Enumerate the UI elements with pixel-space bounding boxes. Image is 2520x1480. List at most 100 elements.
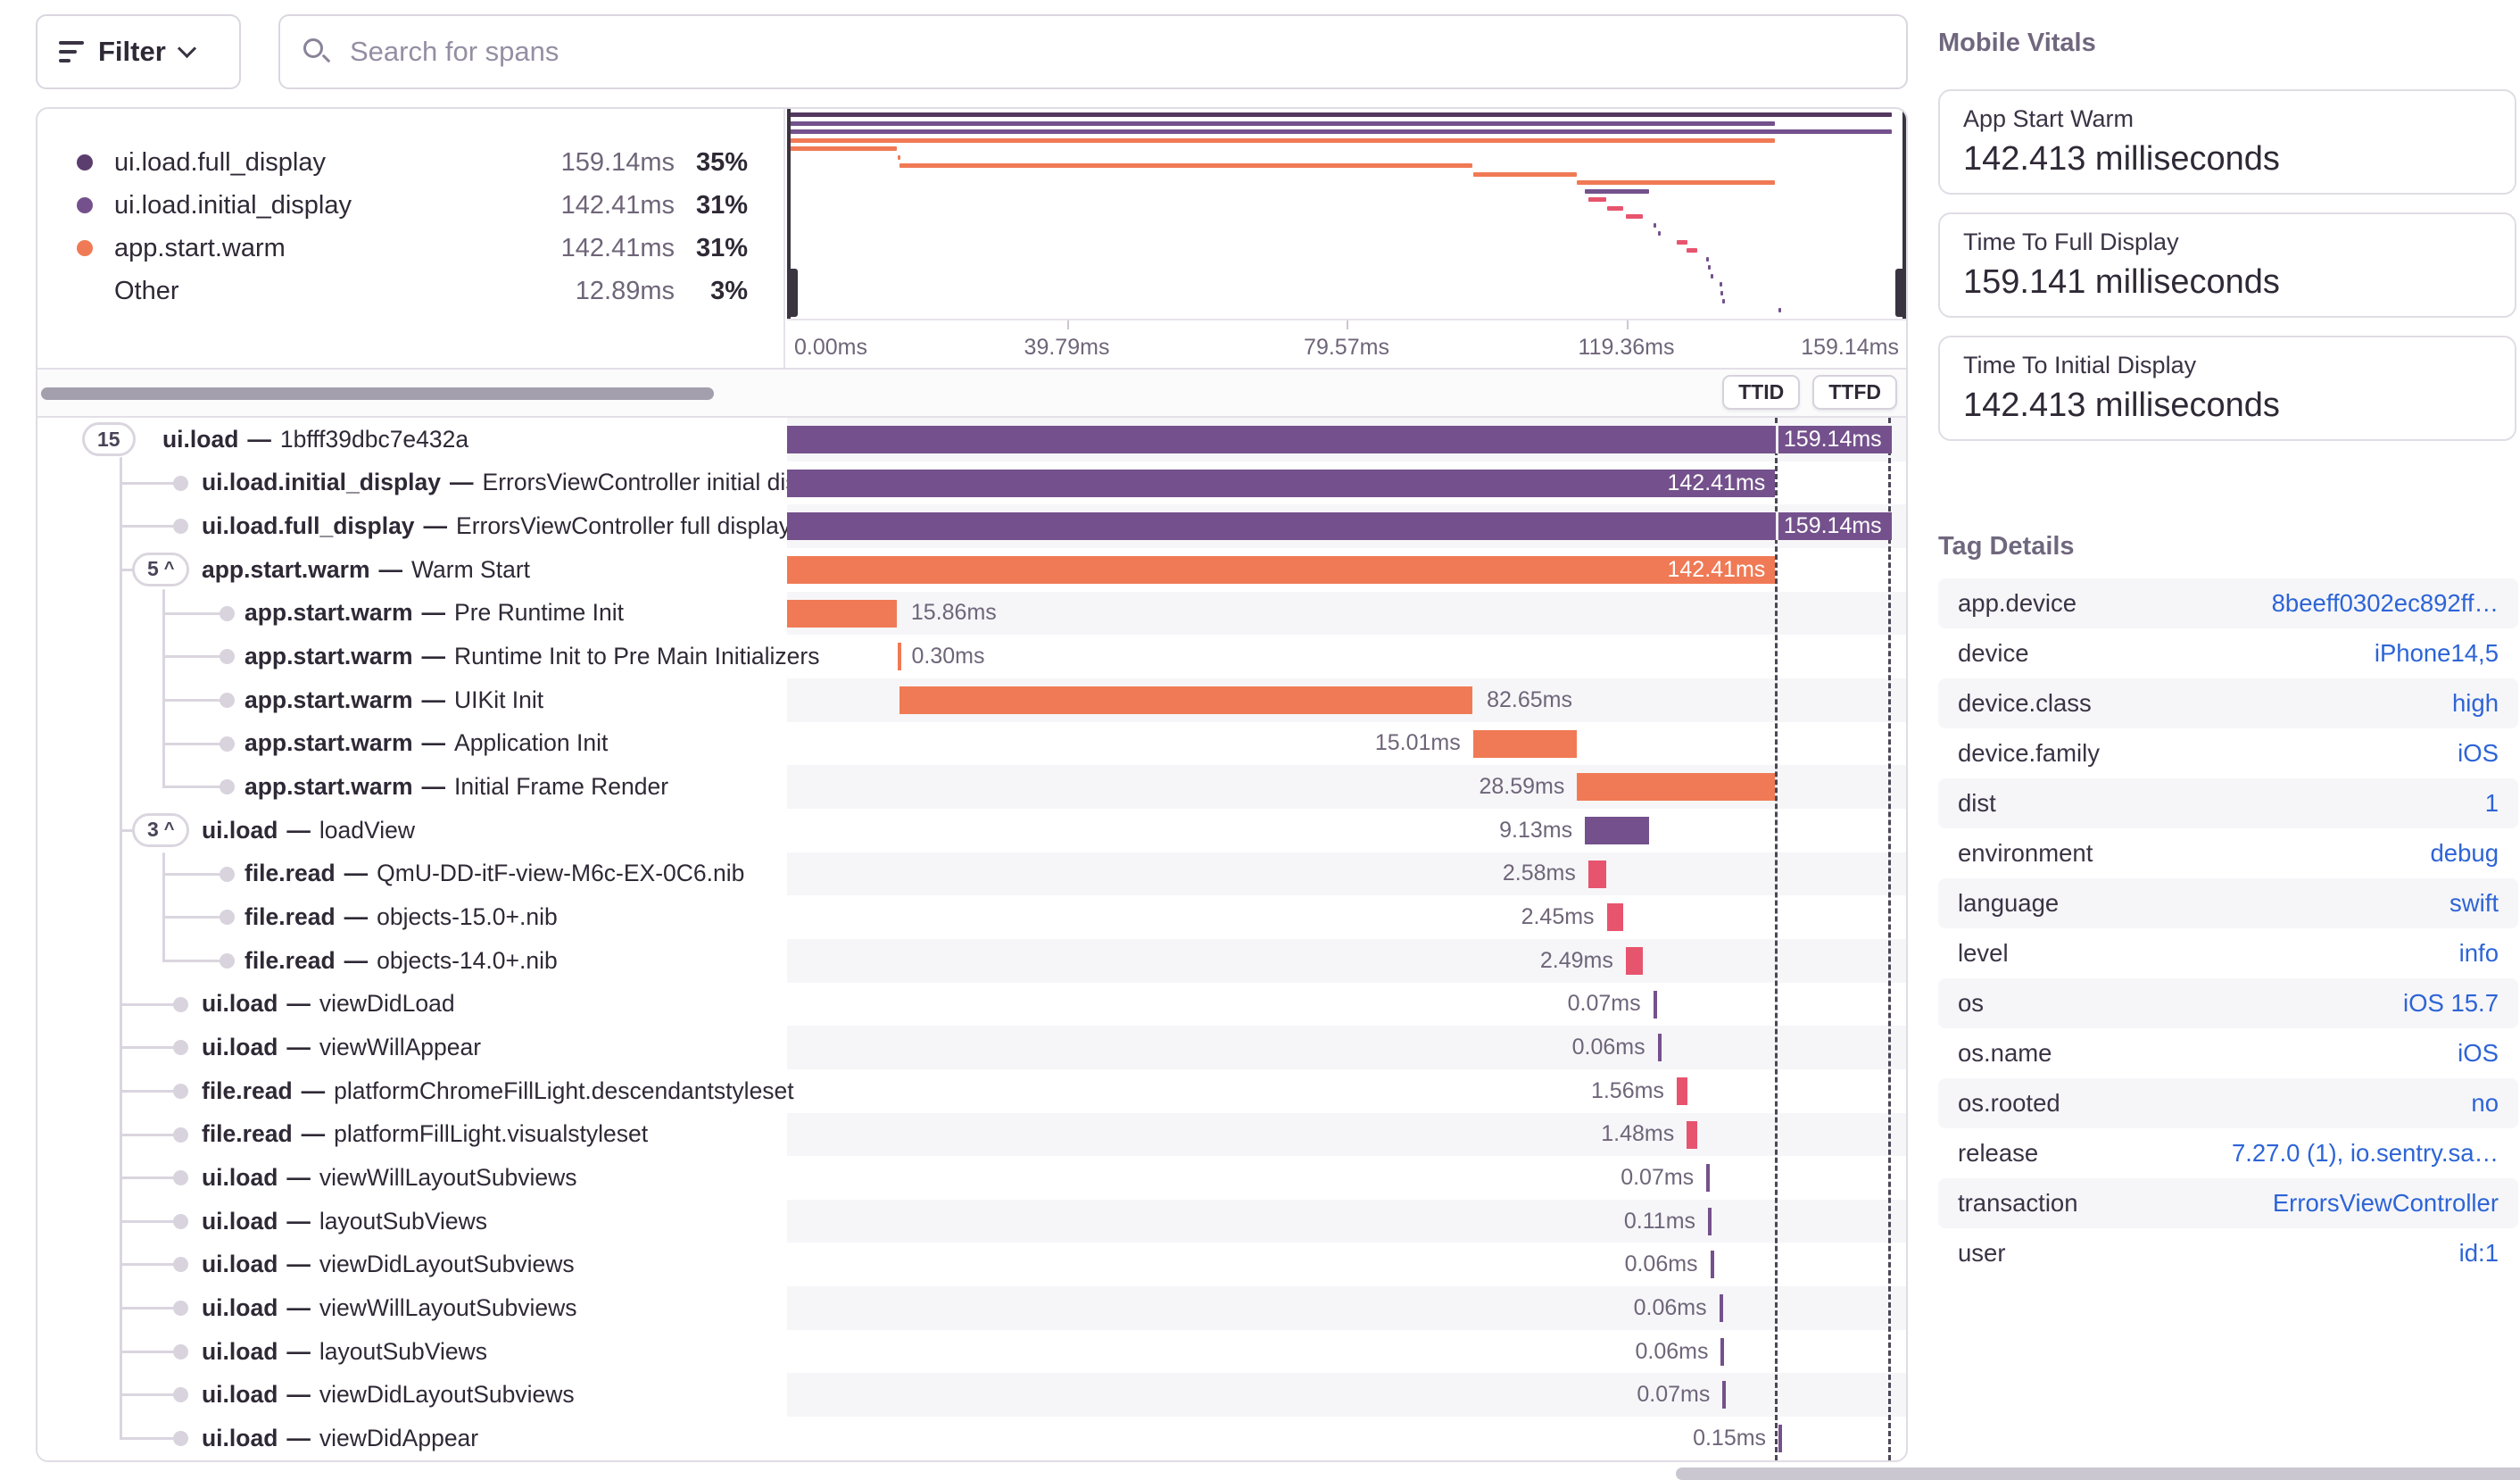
span-tree-row[interactable]: file.read — QmU-DD-itF-view-M6c-EX-0C6.nib [37,852,785,896]
span-children-badge[interactable]: 15 [82,422,136,456]
waterfall-row[interactable]: 28.59ms [787,765,1906,809]
span-tree-row[interactable]: 3 ^ ui.load — loadView [37,809,785,852]
waterfall-row[interactable]: 0.15ms [787,1417,1906,1460]
span-duration-bar[interactable] [1687,1120,1697,1149]
span-tree-row[interactable]: ui.load — viewDidLayoutSubviews [37,1373,785,1417]
tag-value-link[interactable]: no [2471,1089,2499,1117]
tag-value-link[interactable]: iPhone14,5 [2374,639,2499,667]
legend-item[interactable]: app.start.warm 142.41ms 31% [37,227,783,270]
span-duration-bar[interactable] [1472,729,1578,758]
span-tree-row[interactable]: ui.load — viewDidLoad [37,983,785,1027]
span-duration-bar[interactable] [1722,1381,1727,1409]
span-duration-bar[interactable] [1720,1337,1725,1366]
waterfall-row[interactable]: 159.14ms [787,418,1906,461]
minimap-left-handle[interactable] [787,109,791,319]
span-duration-bar[interactable]: 159.14ms [787,426,1892,453]
span-tree-row[interactable]: app.start.warm — Initial Frame Render [37,765,785,809]
waterfall-row[interactable]: 15.01ms [787,722,1906,766]
span-tree-row[interactable]: ui.load.initial_display — ErrorsViewContro… [37,461,841,505]
legend-item[interactable]: ui.load.initial_display 142.41ms 31% [37,184,783,227]
waterfall-row[interactable]: 142.41ms [787,548,1906,592]
span-duration-bar[interactable] [899,686,1473,714]
span-tree-row[interactable]: file.read — platformFillLight.visualstyles… [37,1113,785,1157]
span-duration-bar[interactable] [897,643,901,671]
waterfall-row[interactable]: 0.07ms [787,1373,1906,1418]
span-duration-bar[interactable] [1625,946,1644,975]
waterfall-row[interactable]: 82.65ms [787,678,1906,722]
span-children-badge[interactable]: 5 ^ [132,552,190,586]
span-tree-row[interactable]: 5 ^ app.start.warm — Warm Start [37,548,785,592]
waterfall-row[interactable]: 0.07ms [787,1156,1906,1200]
span-duration-bar[interactable]: 159.14ms [787,512,1892,541]
ttfd-marker-chip[interactable]: TTFD [1812,375,1897,410]
waterfall-row[interactable]: 1.48ms [787,1112,1906,1157]
legend-item[interactable]: Other 12.89ms 3% [37,270,783,312]
span-duration-bar[interactable] [1657,1034,1662,1062]
span-duration-bar[interactable] [787,599,897,628]
span-duration-bar[interactable] [1587,860,1606,888]
tag-value-link[interactable]: 8beeff0302ec892ff… [2271,589,2499,617]
waterfall-row[interactable]: 159.14ms [787,504,1906,548]
span-tree-row[interactable]: file.read — objects-14.0+.nib [37,939,785,983]
span-duration-bar[interactable] [1653,990,1657,1019]
tag-value-link[interactable]: ErrorsViewController [2272,1189,2499,1217]
span-tree-row[interactable]: file.read — objects-15.0+.nib [37,895,785,939]
span-tree-row[interactable]: app.start.warm — Runtime Init to Pre Main … [37,635,819,678]
span-tree-row[interactable]: ui.load — layoutSubViews [37,1200,785,1243]
span-tree-row[interactable]: ui.load.full_display — ErrorsViewControlle… [37,504,791,548]
span-duration-bar[interactable] [1778,1425,1783,1453]
span-tree-row[interactable]: app.start.warm — Application Init [37,722,785,766]
span-duration-bar[interactable] [1606,903,1624,932]
tag-value-link[interactable]: iOS [2458,1039,2499,1067]
waterfall-row[interactable]: 2.58ms [787,852,1906,896]
waterfall-row[interactable]: 2.45ms [787,895,1906,939]
tag-value-link[interactable]: iOS 15.7 [2402,989,2499,1017]
span-duration-bar[interactable] [1708,1207,1712,1235]
waterfall-row[interactable]: 0.07ms [787,983,1906,1027]
waterfall-row[interactable]: 0.06ms [787,1330,1906,1374]
legend-item[interactable]: ui.load.full_display 159.14ms 35% [37,141,783,184]
waterfall-row[interactable]: 2.49ms [787,938,1906,983]
tag-value-link[interactable]: high [2452,689,2499,717]
waterfall-row[interactable]: 142.41ms [787,461,1906,505]
waterfall-row[interactable]: 0.06ms [787,1286,1906,1330]
tag-value-link[interactable]: debug [2430,839,2499,867]
span-children-badge[interactable]: 3 ^ [132,812,190,847]
span-tree-row[interactable]: file.read — platformChromeFillLight.descen… [37,1069,794,1113]
span-tree-row[interactable]: app.start.warm — Pre Runtime Init [37,592,785,636]
span-tree-row[interactable]: ui.load — layoutSubViews [37,1330,785,1374]
waterfall-row[interactable]: 15.86ms [787,591,1906,636]
span-duration-bar[interactable]: 142.41ms [787,469,1776,497]
span-duration-bar[interactable] [1577,773,1776,802]
span-duration-bar[interactable] [1676,1077,1688,1105]
span-duration-bar[interactable] [1706,1164,1711,1193]
span-duration-bar[interactable] [1710,1251,1714,1279]
span-tree-row[interactable]: ui.load — viewWillLayoutSubviews [37,1286,785,1330]
waterfall-row[interactable]: 0.06ms [787,1243,1906,1286]
span-tree-row[interactable]: ui.load — viewWillAppear [37,1026,785,1069]
waterfall-row[interactable]: 1.56ms [787,1069,1906,1113]
waterfall-row[interactable]: 0.30ms [787,635,1906,678]
minimap-right-handle[interactable] [1902,109,1906,319]
span-duration-bar[interactable]: 142.41ms [787,555,1776,584]
span-tree-row[interactable]: ui.load — viewDidLayoutSubviews [37,1243,785,1286]
tag-value-link[interactable]: 1 [2484,789,2499,817]
span-tree-row[interactable]: 15 ui.load — 1bfff39dbc7e432a [37,418,785,461]
tag-value-link[interactable]: id:1 [2458,1239,2499,1267]
span-tree-row[interactable]: ui.load — viewDidAppear [37,1417,785,1460]
waterfall-row[interactable]: 0.06ms [787,1026,1906,1069]
waterfall-row[interactable]: 0.11ms [787,1199,1906,1243]
tag-value-link[interactable]: info [2458,939,2499,967]
waterfall-row[interactable]: 9.13ms [787,809,1906,852]
tag-value-link[interactable]: iOS [2458,739,2499,767]
span-tree-row[interactable]: ui.load — viewWillLayoutSubviews [37,1156,785,1200]
minimap-right-grip[interactable] [1895,269,1906,317]
ttid-marker-chip[interactable]: TTID [1722,375,1801,410]
filter-button[interactable]: Filter [36,14,241,89]
span-tree-row[interactable]: app.start.warm — UIKit Init [37,678,785,722]
minimap-left-grip[interactable] [787,269,798,317]
tag-value-link[interactable]: swift [2450,889,2499,917]
trace-minimap[interactable] [787,109,1906,319]
span-duration-bar[interactable] [1585,816,1649,844]
page-horizontal-scrollbar[interactable] [1676,1468,2520,1480]
